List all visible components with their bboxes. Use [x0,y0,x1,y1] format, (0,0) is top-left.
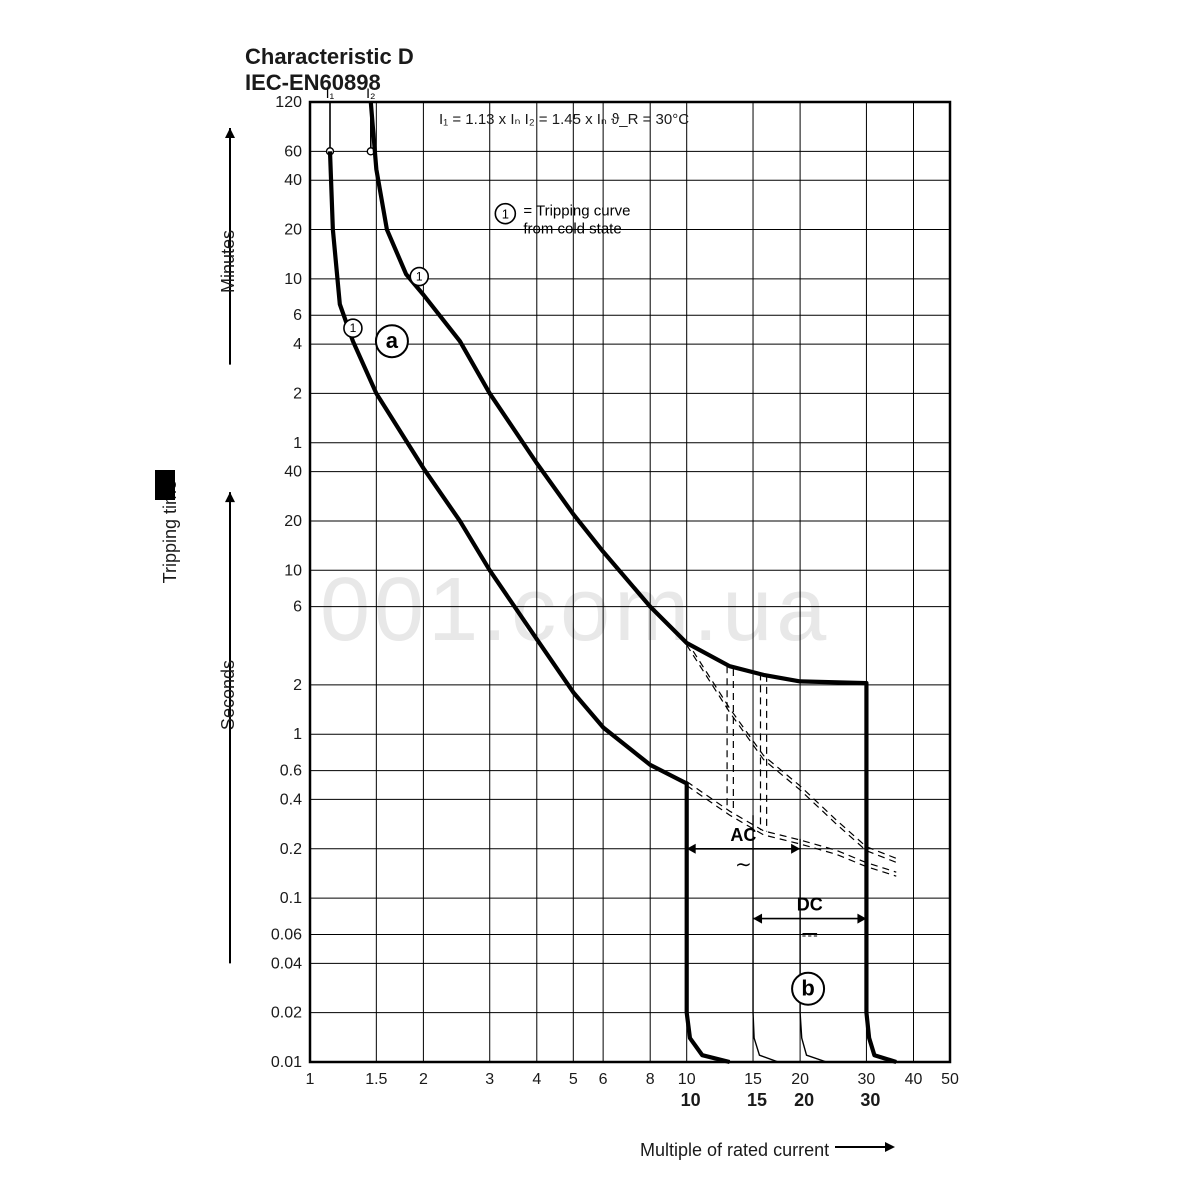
chart-page: Characteristic D IEC-EN60898 001.com.ua1… [0,0,1200,1200]
arrow-right-icon [829,1140,899,1154]
svg-text:20: 20 [794,1090,814,1110]
y-minutes-text: Minutes [218,230,238,293]
svg-text:DC: DC [797,895,823,915]
svg-text:1: 1 [293,435,302,452]
svg-text:b: b [801,976,814,1001]
x-axis-label: Multiple of rated current [640,1140,829,1161]
svg-text:50: 50 [941,1071,959,1088]
tripping-time-dash [155,470,175,500]
tripping-curve-chart: 001.com.ua 1 1.5 2 3 4 5 6 8 10 15 20 30 40 50 10 15 20 30… [0,0,1200,1200]
svg-text:1: 1 [306,1071,315,1088]
svg-text:1: 1 [416,270,423,284]
svg-text:2: 2 [419,1071,428,1088]
x-axis-label-text: Multiple of rated current [640,1140,829,1160]
svg-text:∼: ∼ [735,854,752,876]
svg-text:6: 6 [599,1071,608,1088]
svg-text:30: 30 [860,1090,880,1110]
svg-text:4: 4 [532,1071,541,1088]
svg-text:20: 20 [284,513,302,530]
svg-text:4: 4 [293,336,302,353]
svg-text:from cold state: from cold state [523,221,621,238]
svg-text:0.2: 0.2 [280,841,302,858]
svg-text:6: 6 [293,307,302,324]
svg-text:60: 60 [284,143,302,160]
svg-text:I₂: I₂ [366,85,375,101]
svg-text:0.01: 0.01 [271,1054,302,1071]
svg-text:2: 2 [293,677,302,694]
svg-text:0.6: 0.6 [280,763,302,780]
svg-text:AC: AC [730,825,756,845]
svg-text:3: 3 [485,1071,494,1088]
svg-text:⎓: ⎓ [802,924,818,946]
svg-text:10: 10 [284,271,302,288]
svg-text:120: 120 [275,94,302,111]
svg-text:5: 5 [569,1071,578,1088]
svg-text:1: 1 [350,321,357,335]
svg-text:= Tripping curve: = Tripping curve [523,203,630,220]
svg-text:0.4: 0.4 [280,791,302,808]
svg-text:20: 20 [791,1071,809,1088]
svg-text:6: 6 [293,599,302,616]
svg-text:a: a [386,328,399,353]
svg-text:10: 10 [681,1090,701,1110]
svg-text:1: 1 [293,726,302,743]
svg-text:15: 15 [747,1090,767,1110]
svg-text:8: 8 [646,1071,655,1088]
svg-text:10: 10 [284,562,302,579]
svg-text:20: 20 [284,222,302,239]
svg-text:I₁ = 1.13 x Iₙ I₂ = 1.45 x: I₁ = 1.13 x Iₙ I₂ = 1.45 x Iₙ ϑ_R = 30°C [439,111,689,128]
svg-text:0.04: 0.04 [271,955,302,972]
y-axis-minutes-label: Minutes [218,230,239,293]
y-seconds-text: Seconds [218,660,238,730]
svg-text:30: 30 [858,1071,876,1088]
svg-text:001.com.ua: 001.com.ua [320,560,830,660]
svg-text:0.1: 0.1 [280,890,302,907]
svg-text:15: 15 [744,1071,762,1088]
svg-text:10: 10 [678,1071,696,1088]
svg-text:1.5: 1.5 [365,1071,387,1088]
svg-text:0.06: 0.06 [271,926,302,943]
svg-text:2: 2 [293,385,302,402]
svg-text:0.02: 0.02 [271,1005,302,1022]
svg-text:1: 1 [502,207,509,222]
y-axis-seconds-label: Seconds [218,660,239,730]
svg-text:40: 40 [284,172,302,189]
svg-text:40: 40 [284,464,302,481]
svg-text:I₁: I₁ [326,85,335,101]
svg-text:40: 40 [905,1071,923,1088]
